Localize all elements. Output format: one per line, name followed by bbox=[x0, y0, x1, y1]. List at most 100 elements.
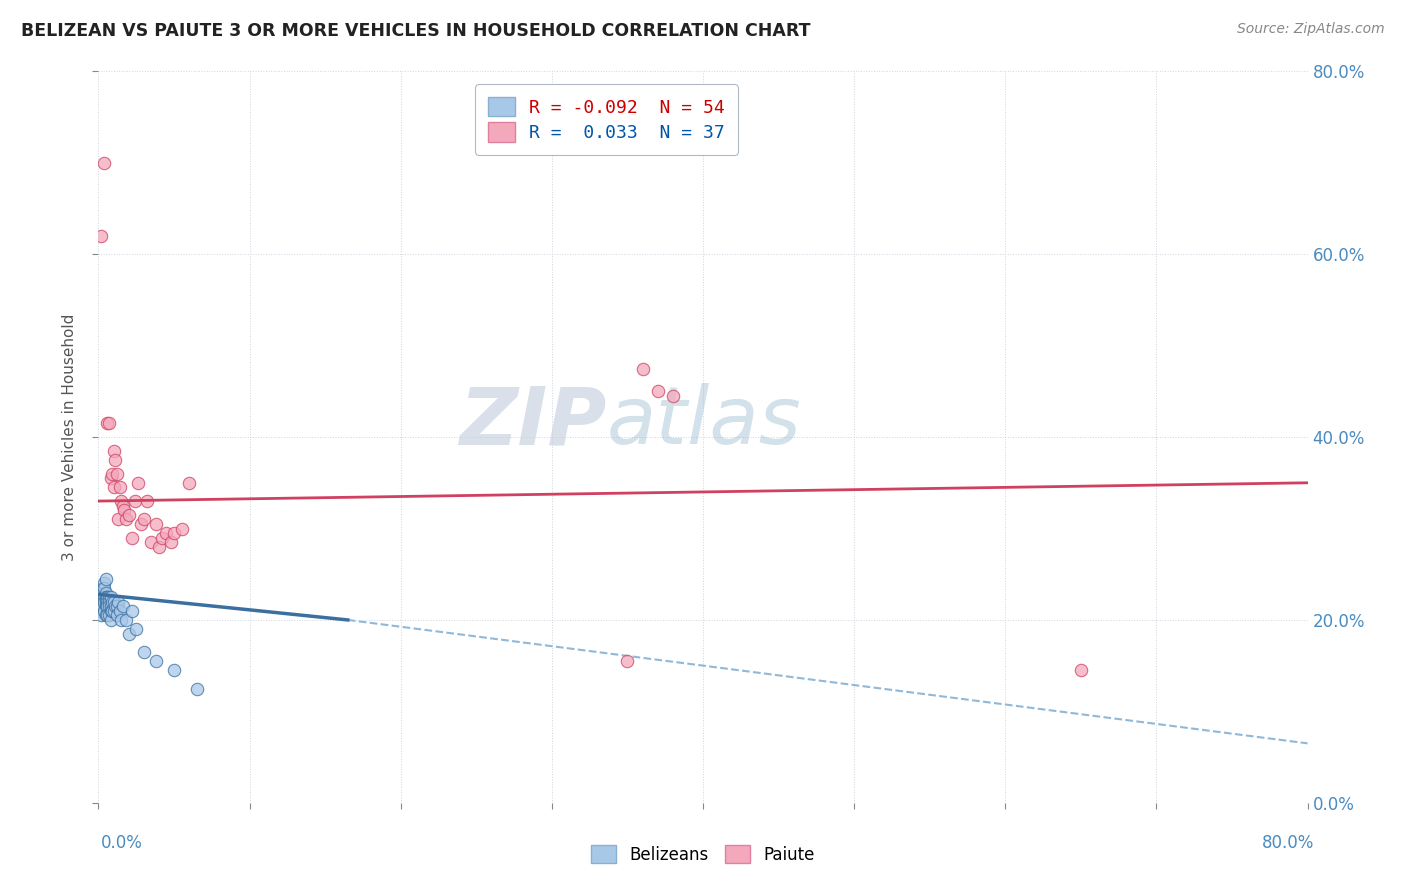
Point bbox=[155, 526, 177, 541]
Point bbox=[105, 608, 128, 623]
Point bbox=[148, 540, 170, 554]
Text: 0.0%: 0.0% bbox=[101, 834, 143, 852]
Point bbox=[114, 512, 136, 526]
Point bbox=[132, 512, 155, 526]
Point bbox=[94, 594, 117, 608]
Point bbox=[90, 608, 112, 623]
Point bbox=[96, 608, 118, 623]
Point bbox=[170, 521, 193, 535]
Point bbox=[91, 594, 114, 608]
Point bbox=[110, 494, 132, 508]
Point bbox=[93, 576, 115, 591]
Point bbox=[93, 604, 115, 618]
Point bbox=[98, 608, 121, 623]
Point bbox=[94, 572, 117, 586]
Point bbox=[100, 599, 122, 614]
Point bbox=[90, 594, 112, 608]
Point bbox=[89, 599, 111, 614]
Point bbox=[94, 585, 117, 599]
Point bbox=[107, 512, 129, 526]
Point bbox=[90, 590, 112, 604]
Point bbox=[616, 654, 638, 668]
Point bbox=[124, 494, 146, 508]
Point bbox=[118, 508, 141, 522]
Point bbox=[93, 594, 115, 608]
Point bbox=[125, 622, 148, 636]
Point bbox=[105, 599, 128, 614]
Point bbox=[661, 389, 683, 403]
Point bbox=[94, 599, 117, 614]
Point bbox=[145, 654, 167, 668]
Point bbox=[98, 599, 121, 614]
Point bbox=[91, 585, 114, 599]
Point bbox=[93, 590, 115, 604]
Point bbox=[93, 156, 115, 170]
Point bbox=[108, 480, 131, 494]
Point bbox=[132, 645, 155, 659]
Point bbox=[129, 516, 152, 531]
Point bbox=[145, 516, 167, 531]
Point bbox=[103, 604, 125, 618]
Point bbox=[93, 581, 115, 595]
Point bbox=[98, 594, 121, 608]
Legend: Belizeans, Paiute: Belizeans, Paiute bbox=[585, 838, 821, 871]
Y-axis label: 3 or more Vehicles in Household: 3 or more Vehicles in Household bbox=[62, 313, 77, 561]
Point bbox=[91, 599, 114, 614]
Point bbox=[100, 590, 122, 604]
Point bbox=[163, 663, 186, 677]
Text: Source: ZipAtlas.com: Source: ZipAtlas.com bbox=[1237, 22, 1385, 37]
Point bbox=[135, 494, 157, 508]
Point bbox=[96, 590, 118, 604]
Point bbox=[104, 453, 127, 467]
Point bbox=[101, 467, 124, 481]
Point bbox=[160, 535, 183, 549]
Point bbox=[112, 503, 135, 517]
Text: BELIZEAN VS PAIUTE 3 OR MORE VEHICLES IN HOUSEHOLD CORRELATION CHART: BELIZEAN VS PAIUTE 3 OR MORE VEHICLES IN… bbox=[21, 22, 811, 40]
Point bbox=[98, 590, 121, 604]
Point bbox=[94, 590, 117, 604]
Point bbox=[98, 417, 121, 431]
Point bbox=[631, 361, 654, 376]
Point bbox=[91, 590, 114, 604]
Point bbox=[179, 475, 201, 490]
Point bbox=[186, 681, 208, 696]
Point bbox=[90, 599, 112, 614]
Point bbox=[101, 594, 124, 608]
Point bbox=[111, 599, 134, 614]
Point bbox=[1070, 663, 1092, 677]
Point bbox=[163, 526, 186, 541]
Point bbox=[89, 604, 111, 618]
Point bbox=[111, 499, 134, 513]
Point bbox=[121, 531, 143, 545]
Point bbox=[647, 384, 669, 399]
Point bbox=[114, 613, 136, 627]
Point bbox=[100, 604, 122, 618]
Point bbox=[96, 594, 118, 608]
Point bbox=[101, 604, 124, 618]
Point bbox=[150, 531, 173, 545]
Point bbox=[96, 599, 118, 614]
Point bbox=[103, 594, 125, 608]
Point bbox=[118, 626, 141, 640]
Text: ZIP: ZIP bbox=[458, 384, 606, 461]
Point bbox=[96, 417, 118, 431]
Point bbox=[103, 480, 125, 494]
Point bbox=[104, 599, 127, 614]
Point bbox=[105, 467, 128, 481]
Point bbox=[108, 604, 131, 618]
Point bbox=[90, 229, 112, 244]
Text: atlas: atlas bbox=[606, 384, 801, 461]
Point bbox=[100, 471, 122, 485]
Point bbox=[91, 581, 114, 595]
Point bbox=[141, 535, 163, 549]
Text: 80.0%: 80.0% bbox=[1263, 834, 1315, 852]
Point bbox=[110, 613, 132, 627]
Point bbox=[100, 613, 122, 627]
Point bbox=[94, 608, 117, 623]
Point bbox=[127, 475, 149, 490]
Legend: R = -0.092  N = 54, R =  0.033  N = 37: R = -0.092 N = 54, R = 0.033 N = 37 bbox=[475, 84, 738, 154]
Point bbox=[107, 594, 129, 608]
Point bbox=[89, 594, 111, 608]
Point bbox=[103, 443, 125, 458]
Point bbox=[121, 604, 143, 618]
